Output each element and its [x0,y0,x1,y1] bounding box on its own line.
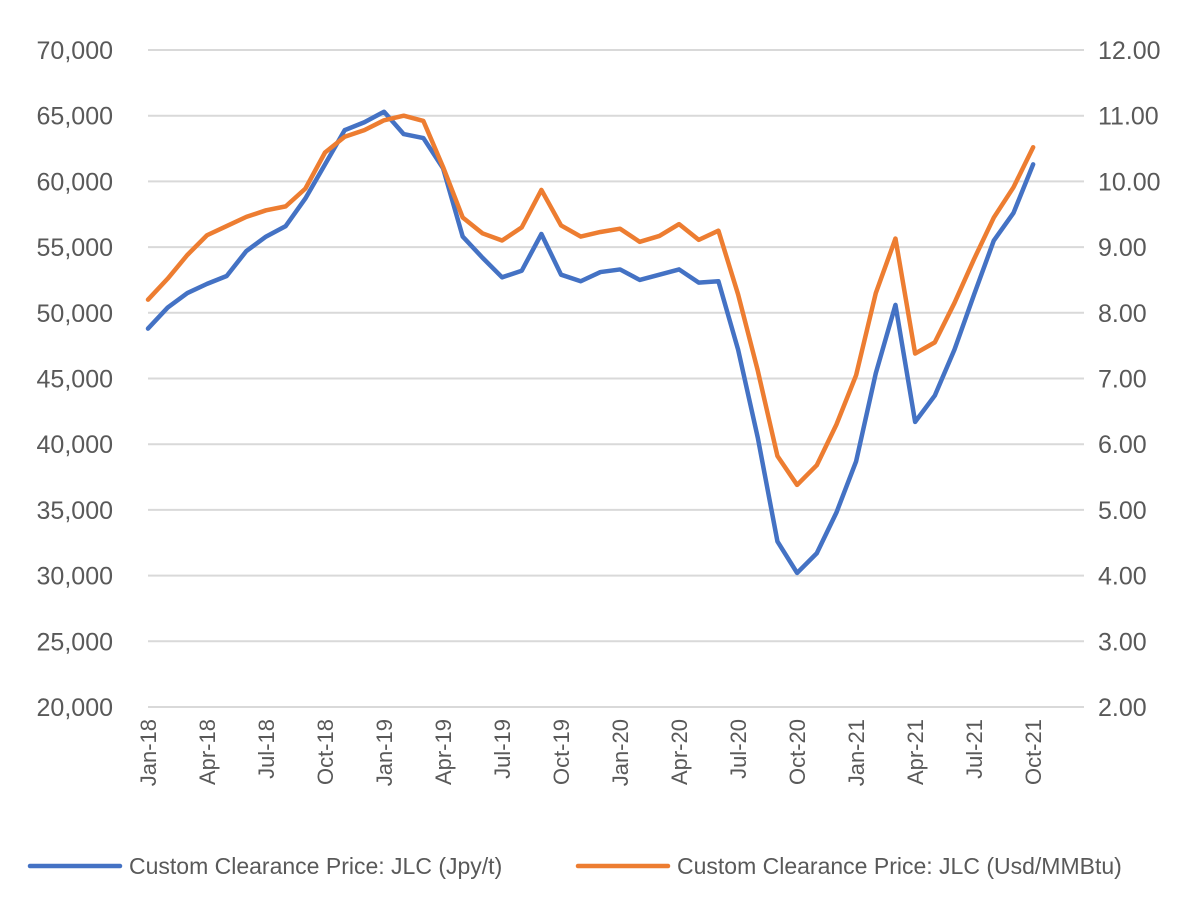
x-tick-label: Jul-19 [490,719,515,779]
x-tick-label: Oct-18 [313,719,338,785]
y-tick-label-left: 65,000 [37,103,113,131]
y-tick-label-right: 7.00 [1098,366,1147,394]
x-tick-label: Apr-20 [667,719,692,785]
x-tick-label: Jan-19 [372,719,397,786]
series-line-usd [145,113,1036,488]
y-tick-label-left: 60,000 [37,168,113,196]
series-lines [145,109,1036,576]
x-tick-label: Apr-18 [195,719,220,785]
y-tick-label-right: 8.00 [1098,300,1147,328]
y-axis-left: 20,000 25,000 30,000 35,000 40,000 45,000 50,0… [37,37,113,722]
legend-item-usd: Custom Clearance Price: JLC (Usd/MMBtu) [575,853,1122,879]
y-tick-label-left: 50,000 [37,300,113,328]
legend: Custom Clearance Price: JLC (Jpy/t) Cust… [27,853,1122,879]
y-tick-label-right: 4.00 [1098,563,1147,591]
x-tick-label: Jul-20 [726,719,751,779]
y-tick-label-left: 40,000 [37,431,113,459]
legend-item-jpy: Custom Clearance Price: JLC (Jpy/t) [27,853,502,879]
y-tick-label-right: 5.00 [1098,497,1147,525]
y-tick-label-left: 70,000 [37,37,113,65]
y-tick-label-left: 35,000 [37,497,113,525]
x-tick-label: Apr-19 [431,719,456,785]
y-tick-label-right: 2.00 [1098,694,1147,722]
y-tick-label-right: 6.00 [1098,431,1147,459]
y-tick-label-left: 55,000 [37,234,113,262]
y-tick-label-right: 10.00 [1098,168,1161,196]
y-tick-label-left: 30,000 [37,563,113,591]
x-tick-label: Oct-19 [549,719,574,785]
y-axis-right: 2.00 3.00 4.00 5.00 6.00 7.00 8.00 9.00 10.00 11.… [1098,37,1161,722]
y-tick-label-left: 45,000 [37,366,113,394]
x-tick-label: Jan-18 [136,719,161,786]
x-tick-label: Apr-21 [903,719,928,785]
y-tick-label-left: 25,000 [37,628,113,656]
y-tick-label-left: 20,000 [37,694,113,722]
gridlines [148,49,1084,708]
legend-label-usd: Custom Clearance Price: JLC (Usd/MMBtu) [677,853,1122,879]
x-tick-label: Oct-20 [785,719,810,785]
x-tick-label: Jul-18 [254,719,279,779]
series-line-jpy [145,109,1036,576]
y-tick-label-right: 9.00 [1098,234,1147,262]
legend-label-jpy: Custom Clearance Price: JLC (Jpy/t) [129,853,502,879]
y-tick-label-right: 12.00 [1098,37,1161,65]
x-tick-label: Jul-21 [962,719,987,779]
x-tick-label: Jan-20 [608,719,633,786]
y-tick-label-right: 3.00 [1098,628,1147,656]
x-axis: Jan-18 Apr-18 Jul-18 Oct-18 Jan-19 Apr-19 Jul-… [136,719,1046,786]
x-tick-label: Oct-21 [1021,719,1046,785]
y-tick-label-right: 11.00 [1098,103,1159,131]
x-tick-label: Jan-21 [844,719,869,786]
